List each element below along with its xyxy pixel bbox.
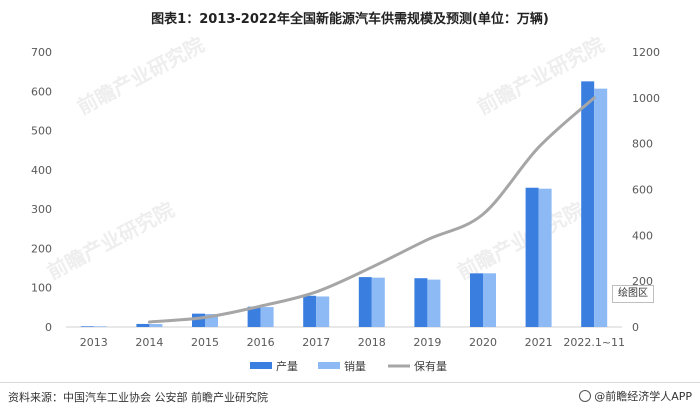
left-tick-label: 100 [31,282,52,295]
x-tick-label: 2016 [247,336,275,349]
right-tick-label: 800 [632,138,653,151]
x-tick-label: 2018 [358,336,386,349]
x-tick-label: 2021 [525,336,553,349]
bar-产量-2020 [470,273,483,327]
x-tick-label: 2020 [469,336,497,349]
series-line-保有量 [147,96,596,324]
brand-credit: @前瞻经济学人APP [579,388,692,404]
bar-销量-2016 [260,307,274,327]
footer-divider [0,382,700,383]
right-tick-label: 400 [632,229,653,242]
left-tick-label: 700 [31,46,52,59]
source-note: 资料来源：中国汽车工业协会 公安部 前瞻产业研究院 [8,391,268,404]
left-axis-ticks: 0 100 200 300 400 500 600 700 [31,46,52,334]
right-tick-label: 0 [632,321,639,334]
right-tick-label: 1000 [632,92,660,105]
chart-canvas: 0 100 200 300 400 500 600 700 0 200 400 600 800 1000… [31,46,660,373]
left-tick-label: 300 [31,203,52,216]
legend-label-销量: 销量 [344,359,366,373]
brand-label: @前瞻经济学人APP [594,390,692,403]
legend-swatch-销量 [318,362,340,369]
x-tick-label: 2013 [80,336,108,349]
left-tick-label: 200 [31,242,52,255]
bar-销量-2022.1~11 [594,88,608,328]
bar-销量-2014 [149,324,163,327]
bar-销量-2021 [538,188,552,327]
left-tick-label: 600 [31,85,52,98]
bars-group [80,81,608,328]
footer: 资料来源：中国汽车工业协会 公安部 前瞻产业研究院 @前瞻经济学人APP [0,382,700,416]
bar-销量-2020 [483,273,496,327]
left-tick-label: 500 [31,125,52,138]
bar-产量-2022.1~11 [581,81,595,327]
left-tick-label: 400 [31,164,52,177]
right-tick-label: 600 [632,184,653,197]
legend-swatch-产量 [250,362,272,369]
bar-销量-2013 [93,326,107,327]
legend-label-产量: 产量 [276,359,298,373]
bar-产量-2018 [358,277,372,327]
x-tick-label: 2014 [135,336,163,349]
bar-产量-2016 [247,306,261,327]
brand-logo-icon [579,390,592,402]
right-tick-label: 1200 [632,46,660,59]
bar-产量-2014 [136,323,150,327]
x-axis-labels: 2013 2014 2015 2016 2017 2018 2019 2020 2021 2022… [80,336,625,349]
left-tick-label: 0 [45,321,52,334]
chart-title: 图表1：2013-2022年全国新能源汽车供需规模及预测(单位：万辆) [151,12,549,27]
bar-产量-2015 [192,313,205,327]
x-tick-label: 2017 [302,336,330,349]
right-tick-label: 200 [632,275,653,288]
legend: 产量 销量 保有量 [250,359,447,373]
bar-产量-2017 [303,295,317,327]
plot-area-label[interactable]: 绘图区 [612,285,654,303]
x-tick-label: 2019 [413,336,441,349]
right-axis-ticks: 0 200 400 600 800 1000 1200 [632,46,660,334]
legend-label-保有量: 保有量 [414,359,447,373]
bar-销量-2019 [427,279,441,327]
x-tick-label: 2022.1~11 [563,336,625,349]
bar-产量-2013 [80,326,94,327]
bar-产量-2019 [414,278,428,327]
bar-销量-2018 [371,277,385,327]
bar-产量-2021 [525,187,539,327]
x-tick-label: 2015 [191,336,219,349]
bar-销量-2017 [316,296,330,327]
